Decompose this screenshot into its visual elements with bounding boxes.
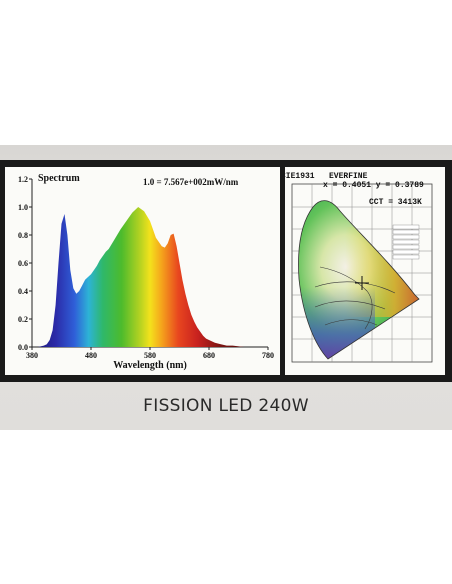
spectrum-series-area [32,207,268,347]
x-tick-labels: 380 480 580 680 780 [26,347,274,360]
product-caption: FISSION LED 240W [143,396,309,416]
x-tick-label: 380 [26,351,38,360]
cie-chart: CIE1931 EVERFINE x = 0.4051 y = 0.3789 C… [281,172,433,363]
y-tick-label: 0.2 [18,315,28,324]
y-tick-labels: 0.0 0.2 0.4 0.6 0.8 1.0 1.2 [18,175,32,352]
spectrum-chart: 0.0 0.2 0.4 0.6 0.8 1.0 1.2 380 480 580 680 780 Sp… [18,173,274,371]
x-tick-label: 580 [144,351,156,360]
y-tick-label: 0.0 [18,343,28,352]
x-axis-label: Wavelength (nm) [113,360,187,371]
x-tick-label: 680 [203,351,215,360]
cie-legend-table [392,224,420,260]
x-tick-label: 480 [85,351,97,360]
cie-brand: EVERFINE [329,172,368,181]
x-tick-label: 780 [262,351,274,360]
chromaticity-point-marker [355,276,369,290]
cie-title: CIE1931 [285,172,315,181]
chart-title: Spectrum [38,173,80,184]
y-tick-label: 0.6 [18,259,28,268]
y-tick-label: 0.4 [18,287,28,296]
y-tick-label: 0.8 [18,231,28,240]
cie-chart-panel: CIE1931 EVERFINE x = 0.4051 y = 0.3789 C… [281,167,445,375]
cie-cct: CCT = 3413K [369,198,422,207]
spectral-locus [298,200,420,360]
chart-annotation: 1.0 = 7.567e+002mW/nm [143,177,239,187]
y-tick-label: 1.2 [18,175,28,184]
cie-coordinates: x = 0.4051 y = 0.3789 [323,181,424,190]
y-tick-label: 1.0 [18,203,28,212]
spectrum-chart-panel: 0.0 0.2 0.4 0.6 0.8 1.0 1.2 380 480 580 680 780 Sp… [5,167,280,375]
